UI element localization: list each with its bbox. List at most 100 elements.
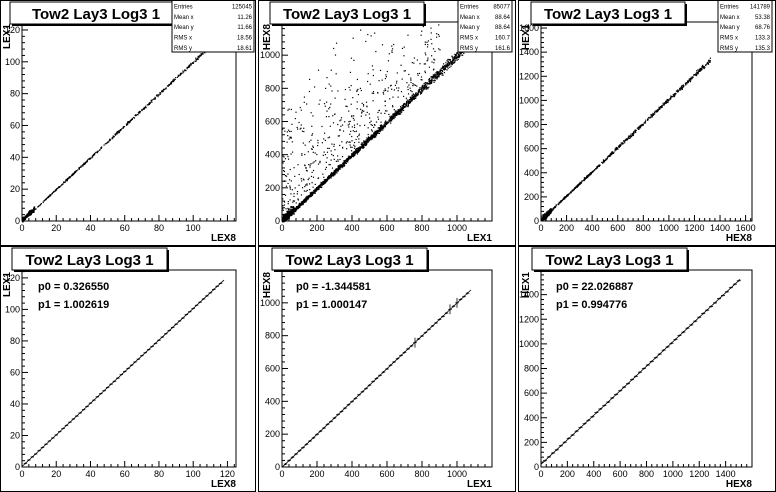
data-point	[339, 164, 341, 167]
x-tick-label: 0	[538, 469, 543, 479]
outlier-point	[414, 84, 417, 86]
data-point	[447, 60, 449, 63]
data-point	[199, 55, 201, 57]
data-point	[296, 206, 298, 208]
data-point	[311, 193, 314, 195]
outlier-point	[330, 150, 332, 152]
data-point	[298, 205, 300, 207]
outlier-point	[431, 55, 433, 57]
data-point	[22, 220, 24, 223]
outlier-point	[387, 87, 390, 89]
data-point	[698, 68, 701, 70]
data-point	[202, 53, 204, 55]
data-point	[39, 204, 41, 206]
data-point	[577, 185, 579, 187]
data-point	[633, 131, 635, 133]
outlier-point	[412, 83, 414, 85]
outlier-point	[366, 111, 368, 114]
data-point	[290, 206, 292, 208]
outlier-point	[340, 117, 343, 119]
data-point	[367, 136, 370, 138]
data-point	[439, 73, 441, 75]
data-point	[318, 186, 320, 188]
outlier-point	[401, 78, 403, 80]
data-point	[395, 112, 397, 114]
outlier-point	[395, 82, 398, 84]
outlier-point	[385, 74, 387, 76]
data-point	[150, 99, 152, 102]
data-point	[364, 144, 366, 147]
data-point	[284, 217, 287, 220]
data-point	[195, 58, 197, 60]
data-point	[454, 57, 456, 59]
data-point	[401, 106, 403, 109]
data-point	[339, 167, 341, 169]
data-point	[321, 183, 323, 185]
outlier-point	[353, 119, 355, 121]
data-point	[292, 211, 295, 214]
data-point	[570, 191, 572, 193]
data-point	[197, 55, 199, 57]
outlier-point	[310, 163, 312, 165]
data-point	[324, 180, 326, 182]
data-point	[379, 130, 381, 132]
data-point	[453, 56, 456, 58]
data-point	[565, 195, 568, 198]
data-point	[179, 74, 181, 77]
data-point	[285, 215, 287, 217]
data-point	[455, 54, 457, 56]
outlier-point	[302, 178, 304, 180]
data-point	[118, 131, 120, 134]
data-point	[131, 117, 133, 119]
y-tick-label: 120	[5, 273, 20, 283]
data-point	[564, 198, 566, 200]
data-point	[356, 153, 359, 155]
data-point	[419, 87, 421, 89]
y-tick-label: 20	[10, 430, 20, 440]
data-point	[675, 90, 678, 92]
data-point	[26, 215, 28, 218]
outlier-point	[434, 59, 436, 61]
data-point	[191, 62, 193, 64]
data-point	[546, 212, 548, 215]
outlier-point	[333, 158, 335, 160]
data-point	[651, 114, 653, 117]
x-tick-label: 20	[51, 223, 61, 233]
data-point	[179, 73, 181, 76]
outlier-point	[364, 124, 366, 126]
data-point	[351, 155, 353, 157]
data-point	[320, 181, 322, 184]
outlier-point	[287, 155, 289, 158]
data-point	[555, 204, 557, 207]
outlier-point	[425, 54, 427, 56]
data-point	[379, 129, 382, 132]
outlier-point	[284, 130, 286, 132]
data-point	[685, 82, 688, 84]
data-point	[141, 109, 143, 112]
data-point	[691, 77, 693, 79]
data-point	[393, 113, 395, 115]
y-tick-label: 0	[275, 216, 280, 226]
outlier-point	[288, 179, 291, 181]
data-point	[413, 95, 415, 98]
outlier-point	[413, 84, 415, 86]
data-point	[449, 62, 451, 64]
data-point	[356, 152, 358, 154]
data-point	[334, 173, 336, 175]
outlier-point	[297, 199, 300, 201]
data-point	[75, 170, 77, 172]
data-point	[417, 92, 419, 95]
outlier-point	[317, 177, 320, 179]
data-point	[175, 77, 177, 79]
data-point	[420, 92, 423, 94]
data-point	[103, 144, 105, 146]
outlier-point	[420, 34, 422, 36]
data-point	[456, 52, 458, 54]
outlier-point	[352, 97, 354, 99]
data-point	[651, 114, 653, 116]
y-tick-label: 20	[10, 184, 20, 194]
data-point	[62, 183, 64, 185]
data-point	[61, 184, 63, 186]
data-point	[550, 211, 552, 214]
data-point	[362, 147, 364, 149]
